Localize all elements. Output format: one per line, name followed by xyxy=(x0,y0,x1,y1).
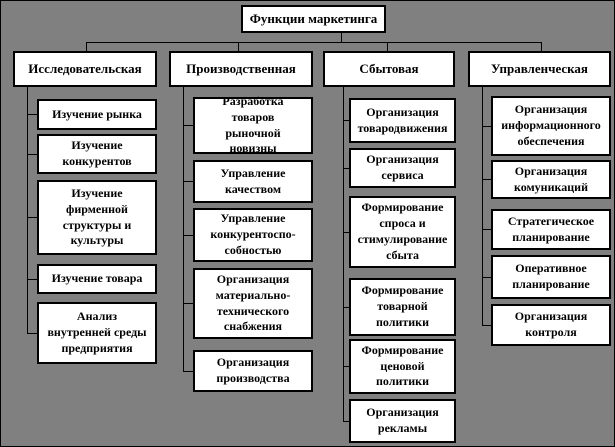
connector xyxy=(27,279,37,280)
connector xyxy=(343,87,344,422)
tree-node: Организация сервиса xyxy=(349,148,456,188)
tree-node: Управление конкурентоспо-собностью xyxy=(193,208,313,262)
tree-node: Оперативное планирование xyxy=(491,255,611,299)
connector xyxy=(86,42,542,43)
connector xyxy=(482,325,491,326)
branch-header-management: Управленческая xyxy=(468,51,611,87)
tree-node: Формирование товарной политики xyxy=(349,278,456,336)
tree-node: Организация рекламы xyxy=(349,399,456,443)
connector xyxy=(183,303,193,304)
connector xyxy=(482,229,491,230)
root-node: Функции маркетинга xyxy=(241,5,386,33)
tree-node: Организация информационного обеспечения xyxy=(491,96,611,156)
tree-node: Анализ внутренней среды предприятия xyxy=(37,302,157,364)
tree-node: Организация комуникаций xyxy=(491,160,611,199)
tree-node: Организация производства xyxy=(193,350,313,392)
connector xyxy=(343,120,349,121)
connector xyxy=(86,42,87,51)
connector xyxy=(27,217,37,218)
tree-node: Изучение товара xyxy=(37,264,157,294)
tree-node: Изучение конкурентов xyxy=(37,134,157,174)
connector xyxy=(482,126,491,127)
connector xyxy=(482,277,491,278)
tree-node: Изучение рынка xyxy=(37,99,157,130)
connector xyxy=(341,33,342,42)
tree-node: Организация контроля xyxy=(491,304,611,346)
connector xyxy=(183,371,193,372)
connector xyxy=(343,421,349,422)
connector xyxy=(183,235,193,236)
connector xyxy=(482,179,491,180)
connector xyxy=(27,333,37,334)
connector xyxy=(183,87,184,372)
connector xyxy=(387,42,388,51)
tree-node: Разработка товаров рыночной новизны xyxy=(193,94,313,155)
connector xyxy=(27,87,28,334)
branch-header-sales: Сбытовая xyxy=(323,51,455,87)
connector xyxy=(541,42,542,51)
connector xyxy=(238,42,239,51)
branch-header-research: Исследовательская xyxy=(13,51,157,87)
tree-node: Стратегическое планирование xyxy=(491,209,611,250)
branch-header-production: Производственная xyxy=(169,51,313,87)
tree-node: Изучение фирменной структуры и культуры xyxy=(37,180,157,255)
connector xyxy=(27,114,37,115)
tree-node: Управление качеством xyxy=(193,160,313,203)
tree-node: Организация материально-технического сна… xyxy=(193,268,313,339)
connector xyxy=(27,154,37,155)
connector xyxy=(343,168,349,169)
tree-node: Формирование ценовой политики xyxy=(349,339,456,394)
connector xyxy=(183,181,193,182)
tree-node: Формирование спроса и стимулирование сбы… xyxy=(349,196,456,268)
connector xyxy=(343,366,349,367)
connector xyxy=(343,232,349,233)
connector xyxy=(183,125,193,126)
tree-node: Организация товародвижения xyxy=(349,98,456,143)
connector xyxy=(343,307,349,308)
connector xyxy=(482,87,483,326)
